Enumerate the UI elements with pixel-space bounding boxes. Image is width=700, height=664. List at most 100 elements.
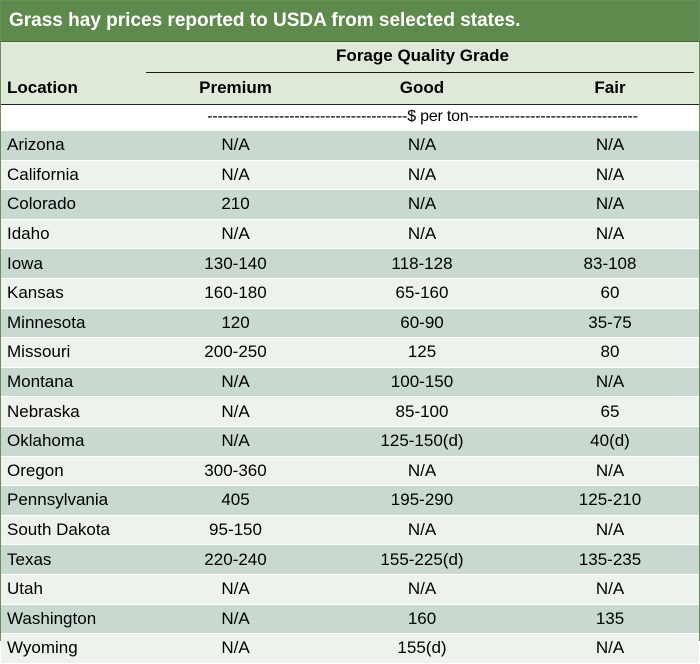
fair-price-cell: N/A xyxy=(521,219,699,250)
fair-price-cell: 65 xyxy=(521,396,699,427)
location-cell: Oklahoma xyxy=(1,426,148,457)
table-row: South Dakota 95-150 N/A N/A xyxy=(1,515,699,546)
table-row: Colorado 210 N/A N/A xyxy=(1,189,699,220)
fair-price-cell: 80 xyxy=(521,337,699,368)
table-row: Minnesota 120 60-90 35-75 xyxy=(1,308,699,339)
good-price-cell: 85-100 xyxy=(323,396,521,427)
fair-price-cell: N/A xyxy=(521,131,699,161)
fair-price-cell: 83-108 xyxy=(521,248,699,279)
table-row: Nebraska N/A 85-100 65 xyxy=(1,396,699,427)
table-row: Kansas 160-180 65-160 60 xyxy=(1,278,699,309)
good-price-cell: 125 xyxy=(323,337,521,368)
column-header-location: Location xyxy=(7,78,78,97)
location-cell: Minnesota xyxy=(1,308,148,339)
location-cell: Oregon xyxy=(1,456,148,487)
premium-price-cell: N/A xyxy=(148,633,323,664)
table-row: Oregon 300-360 N/A N/A xyxy=(1,456,699,487)
location-cell: California xyxy=(1,160,148,191)
table-row: Washington N/A 160 135 xyxy=(1,604,699,635)
table-row: Pennsylvania 405 195-290 125-210 xyxy=(1,485,699,516)
column-header-fair: Fair xyxy=(594,78,626,97)
grade-group-label: Forage Quality Grade xyxy=(336,46,509,65)
table-title: Grass hay prices reported to USDA from s… xyxy=(1,1,699,42)
location-cell: Idaho xyxy=(1,219,148,250)
premium-price-cell: N/A xyxy=(148,367,323,398)
table-row: Oklahoma N/A 125-150(d) 40(d) xyxy=(1,426,699,457)
unit-label: ---------------------------------------$… xyxy=(207,108,638,125)
good-price-cell: N/A xyxy=(323,456,521,487)
good-price-cell: 125-150(d) xyxy=(323,426,521,457)
location-cell: South Dakota xyxy=(1,515,148,546)
good-price-cell: 65-160 xyxy=(323,278,521,309)
premium-price-cell: N/A xyxy=(148,426,323,457)
table-header: Forage Quality Grade Location Premium Go… xyxy=(1,42,699,104)
fair-price-cell: N/A xyxy=(521,189,699,220)
table-row: Utah N/A N/A N/A xyxy=(1,574,699,605)
location-cell: Washington xyxy=(1,604,148,635)
price-table-body: Arizona N/A N/A N/A California N/A N/A N/A Color… xyxy=(1,131,699,664)
column-header-good: Good xyxy=(399,78,445,97)
table-row: Montana N/A 100-150 N/A xyxy=(1,367,699,398)
fair-price-cell: N/A xyxy=(521,456,699,487)
good-price-cell: 60-90 xyxy=(323,308,521,339)
premium-price-cell: 300-360 xyxy=(148,456,323,487)
premium-price-cell: 130-140 xyxy=(148,248,323,279)
grade-group-rule xyxy=(146,72,694,73)
premium-price-cell: 160-180 xyxy=(148,278,323,309)
location-cell: Utah xyxy=(1,574,148,605)
fair-price-cell: 35-75 xyxy=(521,308,699,339)
premium-price-cell: 120 xyxy=(148,308,323,339)
location-cell: Colorado xyxy=(1,189,148,220)
fair-price-cell: 135 xyxy=(521,604,699,635)
good-price-cell: 195-290 xyxy=(323,485,521,516)
fair-price-cell: 125-210 xyxy=(521,485,699,516)
good-price-cell: 160 xyxy=(323,604,521,635)
premium-price-cell: N/A xyxy=(148,160,323,191)
good-price-cell: N/A xyxy=(323,189,521,220)
good-price-cell: 100-150 xyxy=(323,367,521,398)
fair-price-cell: 40(d) xyxy=(521,426,699,457)
good-price-cell: N/A xyxy=(323,131,521,161)
fair-price-cell: N/A xyxy=(521,367,699,398)
location-cell: Missouri xyxy=(1,337,148,368)
fair-price-cell: N/A xyxy=(521,160,699,191)
fair-price-cell: N/A xyxy=(521,515,699,546)
fair-price-cell: N/A xyxy=(521,633,699,664)
premium-price-cell: N/A xyxy=(148,604,323,635)
unit-row: ---------------------------------------$… xyxy=(1,104,699,131)
good-price-cell: N/A xyxy=(323,219,521,250)
premium-price-cell: 200-250 xyxy=(148,337,323,368)
fair-price-cell: 135-235 xyxy=(521,544,699,575)
premium-price-cell: N/A xyxy=(148,574,323,605)
location-cell: Wyoming xyxy=(1,633,148,664)
column-header-premium: Premium xyxy=(199,78,272,97)
premium-price-cell: 405 xyxy=(148,485,323,516)
location-cell: Montana xyxy=(1,367,148,398)
good-price-cell: 118-128 xyxy=(323,248,521,279)
premium-price-cell: N/A xyxy=(148,219,323,250)
price-table: Arizona N/A N/A N/A California N/A N/A N/A Color… xyxy=(1,131,699,664)
table-row: Texas 220-240 155-225(d) 135-235 xyxy=(1,544,699,575)
premium-price-cell: 210 xyxy=(148,189,323,220)
table-row: Missouri 200-250 125 80 xyxy=(1,337,699,368)
good-price-cell: N/A xyxy=(323,160,521,191)
location-cell: Pennsylvania xyxy=(1,485,148,516)
good-price-cell: 155-225(d) xyxy=(323,544,521,575)
good-price-cell: 155(d) xyxy=(323,633,521,664)
location-cell: Arizona xyxy=(1,131,148,161)
table-row: Idaho N/A N/A N/A xyxy=(1,219,699,250)
premium-price-cell: 95-150 xyxy=(148,515,323,546)
fair-price-cell: 60 xyxy=(521,278,699,309)
premium-price-cell: 220-240 xyxy=(148,544,323,575)
premium-price-cell: N/A xyxy=(148,131,323,161)
location-cell: Kansas xyxy=(1,278,148,309)
good-price-cell: N/A xyxy=(323,574,521,605)
table-row: California N/A N/A N/A xyxy=(1,160,699,191)
good-price-cell: N/A xyxy=(323,515,521,546)
location-cell: Texas xyxy=(1,544,148,575)
location-cell: Nebraska xyxy=(1,396,148,427)
premium-price-cell: N/A xyxy=(148,396,323,427)
fair-price-cell: N/A xyxy=(521,574,699,605)
table-row: Iowa 130-140 118-128 83-108 xyxy=(1,248,699,279)
